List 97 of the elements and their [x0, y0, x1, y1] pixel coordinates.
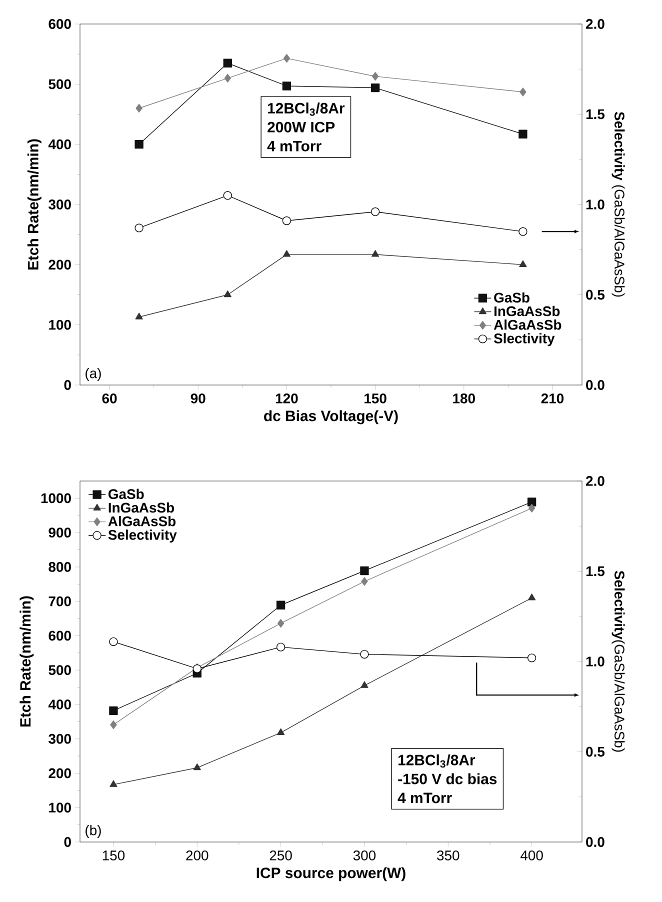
point [361, 577, 368, 586]
y2-tick-label: 1.5 [586, 109, 605, 120]
y-tick-label: 600 [48, 19, 71, 29]
point [109, 706, 118, 716]
y2-tick-label: 2.0 [586, 19, 604, 29]
point [282, 216, 292, 226]
point [518, 227, 528, 236]
y-tick-label: 300 [48, 734, 71, 744]
y2-tick-label: 1.0 [586, 656, 604, 666]
point [527, 498, 536, 506]
point [193, 763, 201, 770]
y2-tick-label: 1.5 [586, 566, 605, 576]
y-axis-title: Etch Rate(nm/min) [20, 596, 34, 727]
point [134, 140, 144, 149]
point [277, 728, 285, 736]
y-tick-label: 300 [48, 200, 71, 210]
point [223, 58, 232, 68]
point [277, 619, 284, 628]
y-tick-label: 900 [48, 528, 71, 538]
point [360, 681, 368, 688]
legend-label: AlGaAsSb [494, 320, 562, 330]
annotation: 12BCl$_{3}$/8Ar [268, 102, 345, 116]
y2-tick-label: 1.0 [586, 200, 604, 210]
x-tick-label: 60 [102, 393, 117, 404]
y-tick-label: 400 [48, 139, 71, 150]
point [372, 250, 380, 257]
point [276, 642, 286, 652]
legend-label: InGaAsSb [108, 502, 174, 513]
x-tick-label: 250 [270, 850, 292, 860]
annotation: (b) [86, 825, 101, 838]
x-tick-label: 200 [186, 850, 208, 860]
annotation: -150 V dc bias [398, 773, 497, 784]
y-tick-label: 600 [48, 630, 71, 641]
legend-label: Selectivity [108, 530, 177, 543]
point [360, 650, 369, 659]
y-tick-label: 100 [49, 320, 71, 330]
point [136, 104, 142, 113]
point [135, 312, 143, 320]
x-tick-label: 150 [102, 850, 125, 860]
x-tick-label: 120 [276, 393, 298, 404]
point [110, 780, 118, 787]
x-tick-label: 90 [190, 393, 206, 404]
y-tick-label: 700 [48, 596, 71, 606]
legend-label: GaSb [494, 292, 530, 303]
annotation: 4 mTorr [267, 140, 322, 152]
x-axis-title: dc Bias Voltage(-V) [264, 410, 398, 424]
y-tick-label: 0 [64, 380, 71, 390]
legend-label: Slectivity [494, 333, 555, 346]
point [283, 54, 290, 63]
point [370, 207, 380, 216]
y-tick-label: 500 [48, 79, 71, 90]
annotation: 12BCl$_{3}$/8Ar [398, 754, 476, 768]
point [282, 82, 292, 90]
point [110, 720, 117, 730]
y-axis-title: Etch Rate(nm/min) [27, 139, 42, 270]
point [224, 74, 231, 82]
annotation: 200W ICP [268, 122, 335, 132]
legend-label: GaSb [108, 488, 144, 500]
y-tick-label: 400 [48, 700, 71, 710]
point [520, 88, 526, 96]
y-tick-label: 100 [49, 802, 71, 813]
point [223, 191, 232, 200]
y2-tick-label: 0.0 [586, 380, 604, 390]
y2-tick-label: 0.5 [586, 290, 605, 300]
y-tick-label: 0 [64, 837, 71, 847]
x-axis-title: ICP source power(W) [256, 867, 406, 882]
y-tick-label: 800 [48, 562, 71, 572]
y2-axis-title: Selectivity (GaSb/AlGaAsSb) [612, 112, 625, 297]
y-tick-label: 1000 [41, 493, 71, 504]
y-tick-label: 500 [48, 665, 71, 676]
point [372, 72, 379, 81]
y-tick-label: 200 [48, 768, 71, 778]
point [527, 654, 536, 662]
legend-label: InGaAsSb [494, 306, 560, 316]
annotation: 4 mTorr [398, 792, 452, 804]
x-tick-label: 400 [520, 850, 543, 860]
legend-label: AlGaAsSb [108, 516, 176, 526]
y2-tick-label: 0.0 [586, 837, 604, 847]
y2-axis-title: Selectivity(GaSb/AlGaAsSb) [612, 570, 625, 752]
y2-tick-label: 0.5 [586, 746, 605, 757]
y2-tick-label: 2.0 [586, 476, 604, 486]
x-tick-label: 210 [541, 393, 564, 404]
annotation: (a) [86, 368, 101, 382]
point [224, 290, 232, 298]
point [528, 504, 536, 512]
x-tick-label: 150 [364, 393, 386, 404]
point [360, 566, 369, 576]
point [519, 260, 527, 268]
point [276, 600, 286, 610]
x-tick-label: 350 [437, 850, 460, 860]
x-tick-label: 180 [453, 393, 475, 404]
y-tick-label: 200 [48, 260, 71, 270]
point [370, 83, 380, 92]
point [282, 250, 291, 257]
point [518, 130, 528, 138]
point [528, 594, 536, 600]
x-tick-label: 300 [353, 850, 376, 860]
